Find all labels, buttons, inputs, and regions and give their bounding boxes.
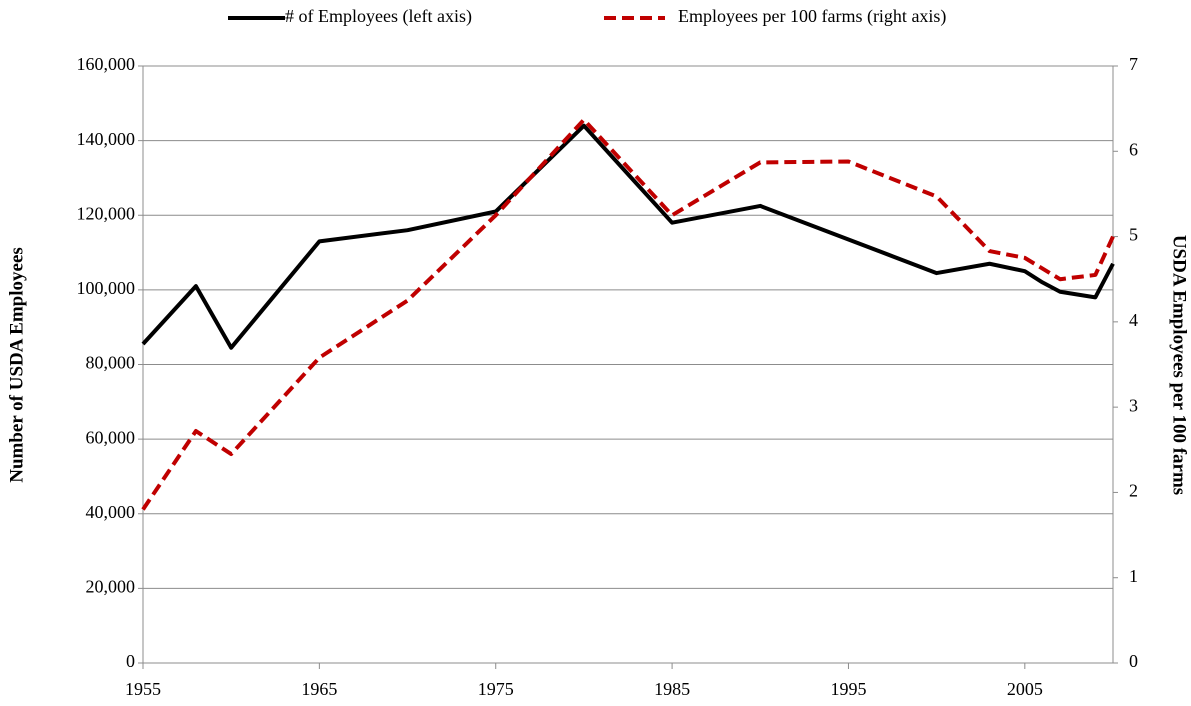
x-tick-label: 2005: [1007, 679, 1043, 699]
legend-label: # of Employees (left axis): [285, 6, 472, 27]
line-series: [141, 123, 1115, 350]
legend-label: Employees per 100 farms (right axis): [678, 6, 946, 27]
x-tick-label: 1975: [478, 679, 514, 699]
y-tick-label: 80,000: [86, 353, 136, 373]
y-tick-label: 60,000: [86, 427, 136, 447]
y2-tick-label: 2: [1129, 481, 1138, 501]
y-tick-label: 20,000: [86, 577, 136, 597]
y2-tick-label: 0: [1129, 651, 1138, 671]
y-tick-label: 0: [126, 651, 135, 671]
y2-tick-label: 4: [1129, 310, 1138, 330]
y-tick-label: 40,000: [86, 502, 136, 522]
x-tick-label: 1985: [654, 679, 690, 699]
y-tick-label: 120,000: [77, 203, 136, 223]
y-tick-label: 160,000: [77, 54, 136, 74]
y2-axis-title: USDA Employees per 100 farms: [1169, 235, 1190, 495]
y2-tick-label: 6: [1129, 139, 1138, 159]
y2-tick-label: 7: [1129, 54, 1138, 74]
y-tick-label: 100,000: [77, 278, 136, 298]
x-tick-label: 1995: [830, 679, 866, 699]
y-axis-title: Number of USDA Employees: [6, 247, 27, 483]
x-tick-label: 1965: [301, 679, 337, 699]
line-series: [141, 117, 1115, 511]
y2-tick-label: 3: [1129, 395, 1138, 415]
x-tick-label: 1955: [125, 679, 161, 699]
y2-tick-label: 5: [1129, 225, 1138, 245]
y-tick-label: 140,000: [77, 129, 136, 149]
y2-tick-label: 1: [1129, 566, 1138, 586]
